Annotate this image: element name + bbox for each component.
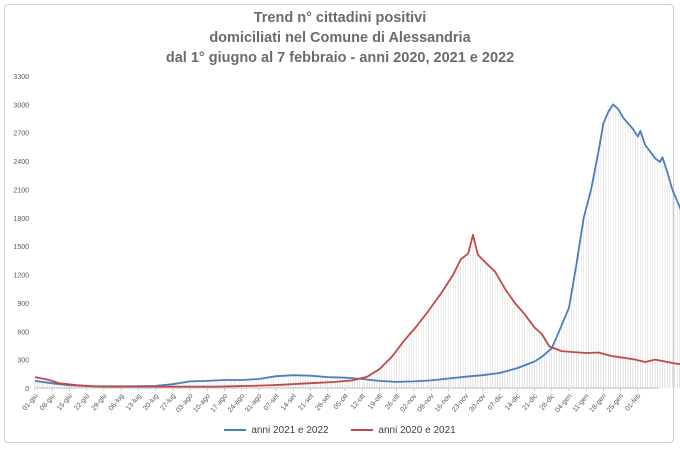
- x-tick-label: 15-giu: [56, 393, 74, 412]
- y-tick-label: 1200: [13, 273, 29, 280]
- axes: [34, 387, 660, 391]
- x-tick-label: 28-set: [314, 393, 332, 412]
- x-tick-label: 07-set: [263, 393, 281, 412]
- x-tick-label: 18-gen: [589, 393, 608, 414]
- legend-label-2021-2022: anni 2021 e 2022: [251, 424, 329, 436]
- x-tick-label: 20-lug: [142, 393, 160, 412]
- x-tick-label: 24-ago: [227, 393, 246, 414]
- x-tick-label: 14-set: [280, 393, 298, 412]
- x-tick-label: 30-nov: [468, 392, 487, 413]
- x-tick-label: 10-ago: [192, 393, 211, 414]
- y-tick-label: 3000: [13, 102, 29, 109]
- x-tick-label: 06-lug: [108, 393, 126, 412]
- x-tick-label: 11-gen: [572, 393, 591, 414]
- chart-title-line-1: Trend n° cittadini positivi: [253, 10, 427, 26]
- x-tick-label: 07-dic: [487, 392, 505, 411]
- x-tick-label: 31-ago: [244, 393, 263, 414]
- x-tick-label: 01-feb: [624, 393, 642, 413]
- legend-item-2020-2021: anni 2020 e 2021: [351, 424, 456, 436]
- tick-labels: 0 300 600 900 1200 1500 1800 2100 2400 2700 3000 33…: [13, 74, 642, 414]
- x-tick-label: 09-nov: [417, 392, 436, 413]
- y-tick-label: 2100: [13, 187, 29, 194]
- legend-label-2020-2021: anni 2020 e 2021: [378, 424, 456, 436]
- y-tick-label: 1800: [13, 216, 29, 223]
- y-tick-label: 1500: [13, 244, 29, 251]
- hatch-fill: [34, 104, 680, 388]
- legend-swatch-red: [351, 429, 374, 431]
- y-tick-label: 0: [25, 386, 29, 393]
- series-line-1: [34, 233, 680, 388]
- x-tick-label: 13-lug: [125, 393, 143, 412]
- chart-frame: [4, 4, 674, 443]
- x-tick-label: 17-ago: [210, 393, 229, 414]
- x-tick-label: 05-ott: [333, 393, 350, 411]
- x-tick-label: 25-gen: [606, 393, 625, 414]
- x-tick-label: 29-giu: [91, 393, 109, 412]
- chart-title-line-2: domiciliati nel Comune di Alessandria: [209, 30, 471, 46]
- y-tick-label: 300: [17, 358, 29, 365]
- y-tick-label: 900: [17, 301, 29, 308]
- x-tick-label: 16-nov: [434, 392, 453, 413]
- x-tick-label: 08-giu: [39, 393, 57, 412]
- chart-title-line-3: dal 1° giugno al 7 febbraio - anni 2020,…: [165, 50, 515, 66]
- x-tick-label: 01-giu: [22, 393, 40, 412]
- x-tick-label: 21-dic: [521, 392, 539, 411]
- x-tick-label: 26-ott: [384, 393, 401, 411]
- y-tick-label: 3300: [13, 74, 29, 81]
- x-tick-label: 12-ott: [350, 393, 367, 411]
- x-tick-label: 14-dic: [504, 392, 522, 411]
- y-tick-label: 2400: [13, 159, 29, 166]
- series-lines: [34, 103, 680, 388]
- chart-title: Trend n° cittadini positivi domiciliati …: [0, 8, 680, 68]
- legend-item-2021-2022: anni 2021 e 2022: [224, 424, 329, 436]
- legend: anni 2021 e 2022 anni 2020 e 2021: [0, 423, 680, 436]
- y-tick-label: 2700: [13, 131, 29, 138]
- x-tick-label: 23-nov: [451, 392, 470, 413]
- legend-swatch-blue: [224, 429, 247, 431]
- x-tick-label: 04-gen: [554, 393, 573, 414]
- x-tick-label: 02-nov: [399, 392, 418, 413]
- x-tick-label: 19-ott: [367, 393, 384, 411]
- x-tick-label: 21-set: [297, 393, 315, 412]
- x-tick-label: 22-giu: [73, 393, 91, 412]
- y-tick-label: 600: [17, 329, 29, 336]
- series-line-0: [34, 103, 680, 388]
- x-tick-label: 03-ago: [175, 393, 194, 414]
